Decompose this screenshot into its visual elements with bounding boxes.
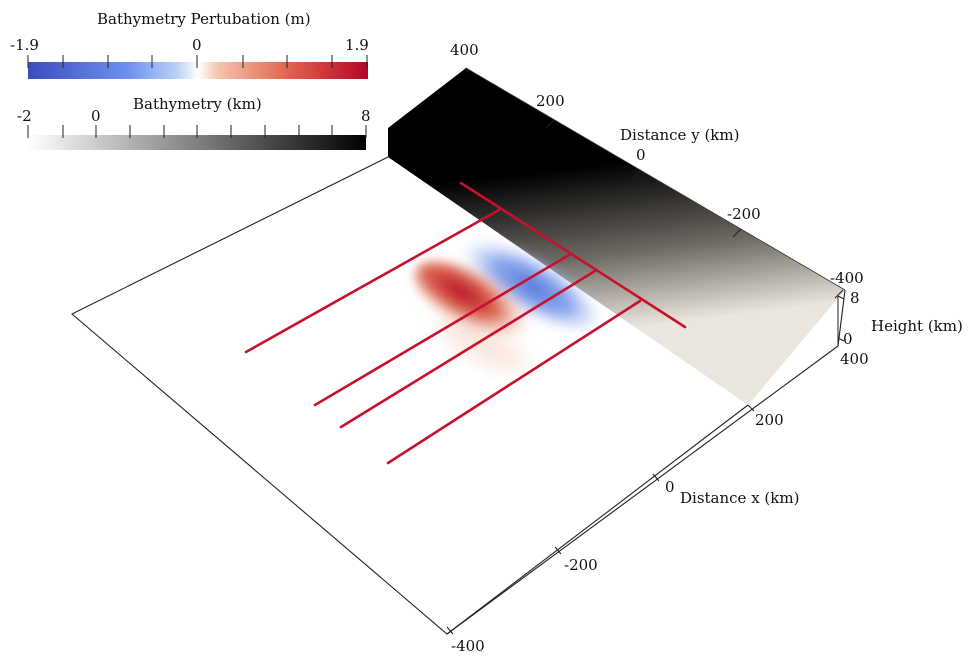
slope-block-edge	[837, 289, 846, 347]
bathymetry-label: -2	[17, 107, 32, 125]
y-tick-label: 200	[536, 92, 565, 110]
x-axis	[446, 345, 839, 635]
bathymetry-label: 0	[91, 107, 101, 125]
x-tick-label: -200	[564, 556, 598, 574]
perturbation-min-label: -1.9	[10, 36, 39, 54]
z-axis-title: Height (km)	[871, 317, 963, 335]
perturbation-colorbar: Bathymetry Pertubation (m) -1.9 0 1.9	[10, 10, 369, 79]
perturbation-mid-label: 0	[192, 36, 202, 54]
bathymetry-label: 8	[361, 107, 371, 125]
y-axis-tick	[545, 119, 555, 129]
z-corner-label: 400	[840, 350, 869, 368]
y-axis-tick	[465, 67, 469, 73]
survey-lines	[244, 181, 687, 465]
y-axis	[465, 67, 844, 299]
y-tick-label: 400	[450, 41, 479, 59]
y-tick-label: -200	[727, 205, 761, 223]
x-axis-tick	[554, 546, 562, 555]
y-axis-tick	[632, 169, 642, 179]
slope-block	[388, 67, 846, 405]
survey-line-1	[244, 208, 501, 354]
survey-line-4	[386, 299, 642, 465]
x-axis-line	[446, 345, 839, 635]
y-tick-label: -400	[830, 269, 864, 287]
y-axis-title: Distance y (km)	[620, 126, 739, 144]
z-axis-tick	[837, 337, 845, 342]
perturbation-max-label: 1.9	[345, 36, 369, 54]
slope-block-edge-top	[465, 67, 846, 291]
z-tick-label: 8	[850, 289, 860, 307]
x-axis-tick	[652, 473, 660, 482]
bathymetry-colorbar-title: Bathymetry (km)	[133, 95, 262, 113]
slope-top-face	[388, 68, 845, 405]
y-tick-label: 0	[636, 146, 646, 164]
z-tick-label: 0	[843, 330, 853, 348]
y-axis-tick	[834, 289, 844, 299]
x-tick-label: 0	[665, 478, 675, 496]
x-axis-tick	[747, 404, 755, 412]
positive-perturbation-blob	[413, 261, 543, 349]
domain-outline	[71, 156, 749, 635]
bathymetry-gradient-bar	[28, 135, 366, 150]
survey-line-cross	[459, 181, 687, 329]
positive-perturbation-halo	[438, 317, 526, 371]
x-axis-title: Distance x (km)	[680, 489, 799, 507]
x-axis-tick	[446, 626, 454, 635]
y-axis-tick	[732, 228, 742, 238]
z-axis	[837, 295, 845, 346]
perturbation-gradient-bar	[28, 62, 368, 79]
survey-line-3	[339, 269, 597, 429]
x-tick-label: 200	[755, 411, 784, 429]
survey-line-2	[313, 253, 571, 407]
z-axis-tick	[837, 295, 845, 300]
bathymetry-colorbar: Bathymetry (km) -2 0 8	[17, 95, 371, 150]
perturbation-colorbar-title: Bathymetry Pertubation (m)	[97, 10, 311, 28]
x-tick-label: -400	[451, 637, 485, 655]
